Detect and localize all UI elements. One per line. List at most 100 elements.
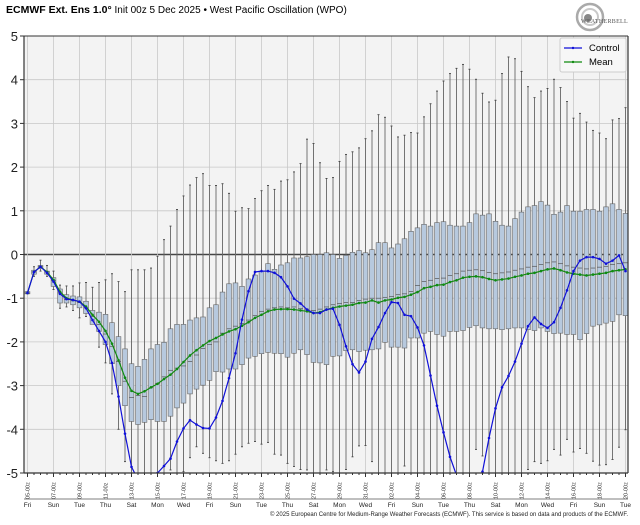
legend-control-marker bbox=[571, 46, 575, 50]
box-plot bbox=[304, 138, 310, 471]
iqr-box bbox=[453, 225, 460, 332]
x-day-label: Mon bbox=[333, 502, 346, 509]
iqr-box bbox=[382, 242, 388, 343]
x-day-label: Thu bbox=[282, 502, 294, 509]
control-point bbox=[195, 423, 198, 426]
mean-point bbox=[552, 267, 556, 270]
mean-point bbox=[299, 309, 302, 312]
box-plot bbox=[564, 101, 570, 440]
mean-point bbox=[162, 377, 166, 381]
mean-point bbox=[279, 307, 283, 311]
x-day-label: Wed bbox=[541, 502, 555, 509]
control-point bbox=[273, 271, 276, 275]
x-day-label: Sun bbox=[412, 502, 424, 509]
mean-point bbox=[481, 275, 484, 279]
y-tick-label: 5 bbox=[11, 29, 18, 44]
iqr-box bbox=[440, 221, 447, 337]
iqr-box bbox=[148, 348, 154, 420]
box-plot bbox=[135, 269, 141, 473]
mean-point bbox=[253, 316, 257, 320]
box-plot bbox=[590, 129, 596, 462]
box-plot bbox=[206, 185, 213, 459]
iqr-box bbox=[512, 218, 518, 329]
mean-point bbox=[136, 392, 140, 396]
mean-point bbox=[455, 278, 458, 282]
control-point bbox=[533, 316, 536, 319]
control-point bbox=[208, 427, 211, 430]
iqr-box bbox=[375, 242, 382, 350]
box-plot bbox=[343, 153, 349, 470]
iqr-box bbox=[499, 224, 505, 330]
control-point bbox=[260, 269, 263, 273]
control-point bbox=[182, 427, 185, 430]
control-point bbox=[104, 340, 107, 344]
control-point bbox=[442, 431, 445, 434]
mean-point bbox=[266, 310, 270, 313]
x-tick-label: 04-00z bbox=[416, 482, 422, 499]
x-day-label: Sat bbox=[491, 502, 501, 509]
mean-point bbox=[435, 283, 439, 287]
control-point bbox=[58, 292, 62, 296]
box-plot bbox=[531, 97, 538, 463]
mean-point bbox=[539, 269, 543, 273]
mean-point bbox=[598, 272, 601, 276]
iqr-box bbox=[492, 220, 499, 330]
mean-point bbox=[474, 275, 478, 278]
box-plot bbox=[356, 147, 362, 447]
iqr-box bbox=[609, 203, 616, 322]
box-plot bbox=[291, 171, 297, 467]
legend-mean-marker bbox=[571, 60, 575, 64]
iqr-box bbox=[174, 324, 180, 409]
x-tick-label: 21-00z bbox=[234, 482, 240, 499]
control-point bbox=[370, 337, 374, 341]
control-point bbox=[91, 318, 94, 322]
x-tick-label: 06-00z bbox=[442, 482, 448, 499]
legend-control-label: Control bbox=[589, 43, 620, 54]
mean-point bbox=[611, 269, 614, 273]
iqr-box bbox=[421, 224, 427, 334]
control-point bbox=[338, 323, 341, 327]
x-tick-label: 14-00z bbox=[546, 482, 552, 499]
control-point bbox=[591, 255, 595, 259]
chart-title: ECMWF Ext. Ens 1.0° Init 00z 5 Dec 2025 … bbox=[6, 4, 347, 16]
iqr-box bbox=[388, 247, 395, 348]
x-tick-label: 12-00z bbox=[520, 482, 526, 499]
control-point bbox=[500, 386, 504, 389]
iqr-box bbox=[102, 314, 109, 345]
x-day-label: Thu bbox=[464, 502, 476, 509]
x-day-label: Sat bbox=[127, 502, 137, 509]
box-plot bbox=[609, 119, 616, 460]
control-point bbox=[559, 306, 562, 310]
control-point bbox=[45, 271, 49, 275]
control-point bbox=[137, 478, 140, 481]
box-plot bbox=[525, 86, 531, 470]
mean-point bbox=[409, 293, 413, 297]
control-point bbox=[364, 360, 367, 363]
x-tick-label: 15-00z bbox=[156, 482, 162, 499]
iqr-box bbox=[414, 227, 421, 339]
control-point bbox=[572, 269, 575, 273]
box-plot bbox=[427, 103, 434, 473]
box-plot bbox=[226, 192, 232, 462]
mean-point bbox=[377, 301, 380, 304]
control-point bbox=[526, 324, 530, 328]
control-point bbox=[299, 302, 302, 305]
x-tick-label: 07-00z bbox=[52, 482, 58, 499]
mean-point bbox=[143, 389, 146, 393]
iqr-box bbox=[304, 256, 310, 355]
control-point bbox=[292, 297, 296, 300]
control-point bbox=[578, 259, 582, 262]
iqr-box bbox=[291, 257, 297, 354]
iqr-box bbox=[128, 363, 135, 422]
control-point bbox=[247, 289, 250, 293]
box-plot bbox=[414, 132, 421, 473]
mean-point bbox=[565, 271, 569, 274]
mean-point bbox=[208, 339, 211, 343]
y-tick-label: -5 bbox=[6, 466, 18, 481]
control-point bbox=[318, 311, 322, 315]
box-plot bbox=[401, 134, 408, 467]
control-point bbox=[32, 270, 36, 274]
mean-point bbox=[344, 304, 348, 307]
y-tick-label: 2 bbox=[11, 160, 18, 175]
